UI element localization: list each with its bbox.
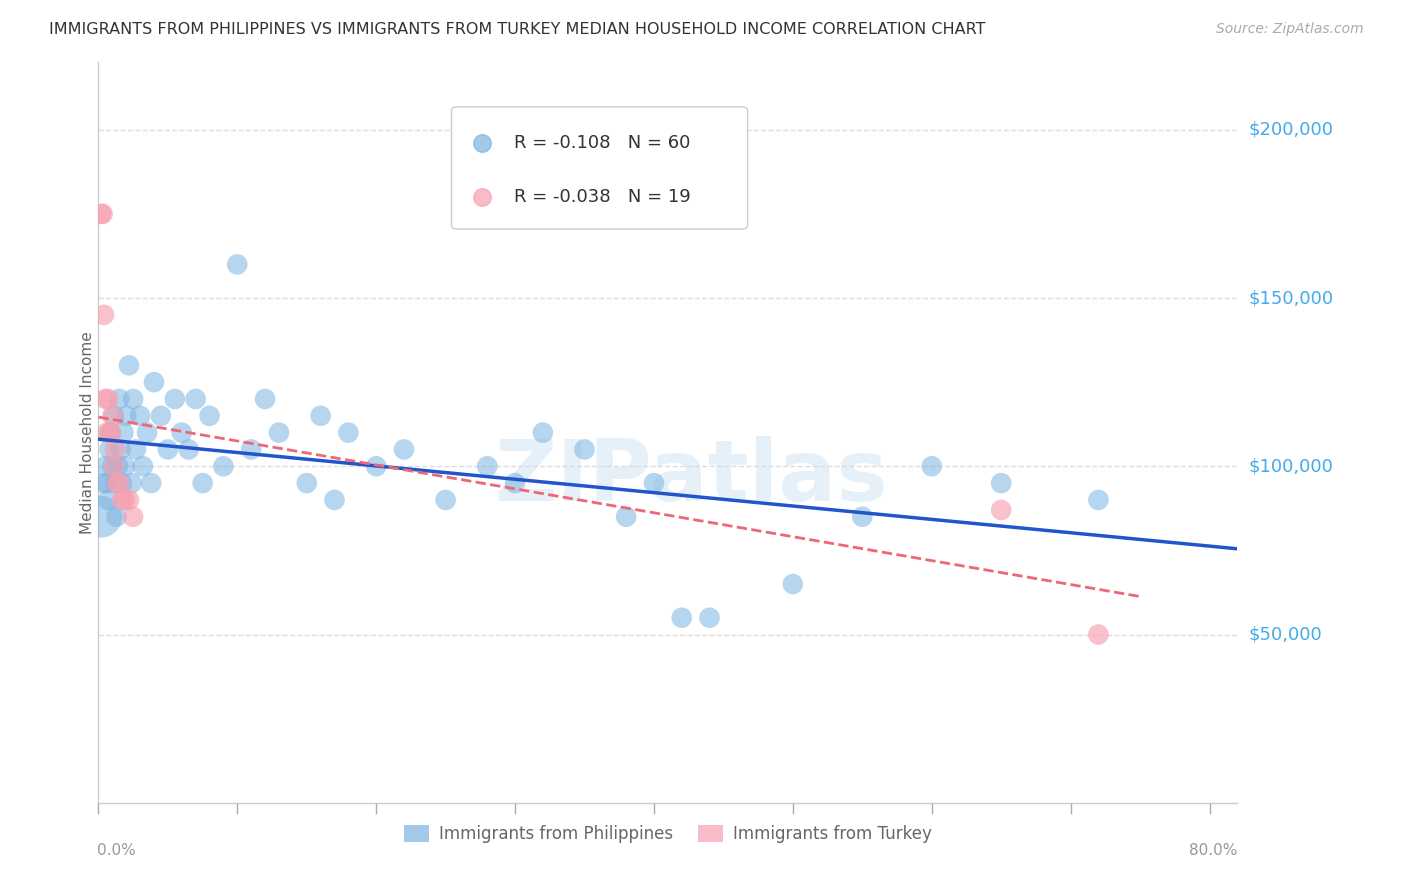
- Point: [111, 492, 134, 507]
- Point: [97, 392, 120, 406]
- Point: [309, 409, 332, 423]
- Text: 80.0%: 80.0%: [1189, 843, 1237, 858]
- Point: [851, 509, 873, 524]
- Text: 0.0%: 0.0%: [97, 843, 136, 858]
- Point: [149, 409, 172, 423]
- Point: [122, 392, 145, 406]
- Point: [104, 442, 127, 457]
- Point: [118, 359, 141, 373]
- Point: [156, 442, 179, 457]
- Point: [94, 459, 117, 474]
- Point: [574, 442, 596, 457]
- Point: [555, 796, 578, 810]
- Point: [434, 492, 457, 507]
- Y-axis label: Median Household Income: Median Household Income: [80, 331, 94, 534]
- Legend: Immigrants from Philippines, Immigrants from Turkey: Immigrants from Philippines, Immigrants …: [396, 819, 939, 850]
- Point: [93, 476, 115, 491]
- Point: [782, 577, 804, 591]
- Point: [107, 459, 129, 474]
- Point: [198, 409, 221, 423]
- Text: R = -0.038   N = 19: R = -0.038 N = 19: [515, 187, 690, 206]
- Text: ZIPatlas: ZIPatlas: [494, 435, 887, 518]
- Point: [90, 509, 112, 524]
- Point: [115, 409, 138, 423]
- Point: [132, 459, 155, 474]
- Point: [531, 425, 554, 440]
- Text: $100,000: $100,000: [1249, 458, 1333, 475]
- Point: [98, 425, 121, 440]
- Point: [104, 476, 127, 491]
- Point: [614, 509, 637, 524]
- Point: [267, 425, 290, 440]
- Text: Source: ZipAtlas.com: Source: ZipAtlas.com: [1216, 22, 1364, 37]
- Point: [921, 459, 943, 474]
- Text: IMMIGRANTS FROM PHILIPPINES VS IMMIGRANTS FROM TURKEY MEDIAN HOUSEHOLD INCOME CO: IMMIGRANTS FROM PHILIPPINES VS IMMIGRANT…: [49, 22, 986, 37]
- Point: [111, 476, 134, 491]
- Point: [114, 459, 136, 474]
- Point: [129, 409, 152, 423]
- Point: [1087, 627, 1109, 641]
- Point: [163, 392, 186, 406]
- Point: [643, 476, 665, 491]
- Point: [990, 503, 1012, 517]
- Point: [1087, 492, 1109, 507]
- Point: [477, 459, 499, 474]
- Point: [96, 425, 118, 440]
- Point: [184, 392, 207, 406]
- Point: [110, 442, 132, 457]
- Point: [101, 409, 124, 423]
- Point: [555, 796, 578, 810]
- Point: [108, 476, 131, 491]
- Point: [212, 459, 235, 474]
- Point: [337, 425, 360, 440]
- Point: [191, 476, 214, 491]
- Point: [392, 442, 415, 457]
- Point: [254, 392, 277, 406]
- Point: [96, 476, 118, 491]
- Text: $150,000: $150,000: [1249, 289, 1333, 307]
- Point: [98, 442, 121, 457]
- Point: [103, 409, 125, 423]
- Point: [105, 509, 128, 524]
- Point: [240, 442, 263, 457]
- Text: $200,000: $200,000: [1249, 120, 1333, 139]
- Point: [100, 425, 122, 440]
- Point: [671, 610, 693, 624]
- FancyBboxPatch shape: [451, 107, 748, 229]
- Point: [323, 492, 346, 507]
- Point: [125, 442, 148, 457]
- Point: [170, 425, 193, 440]
- Point: [90, 207, 112, 221]
- Point: [990, 476, 1012, 491]
- Point: [295, 476, 318, 491]
- Point: [108, 392, 131, 406]
- Point: [101, 459, 124, 474]
- Point: [112, 425, 135, 440]
- Point: [503, 476, 526, 491]
- Point: [93, 308, 115, 322]
- Point: [114, 492, 136, 507]
- Text: R = -0.108   N = 60: R = -0.108 N = 60: [515, 134, 690, 152]
- Point: [122, 509, 145, 524]
- Point: [94, 392, 117, 406]
- Point: [97, 492, 120, 507]
- Point: [226, 257, 249, 271]
- Point: [141, 476, 163, 491]
- Point: [100, 425, 122, 440]
- Point: [91, 207, 114, 221]
- Point: [105, 476, 128, 491]
- Point: [177, 442, 200, 457]
- Point: [366, 459, 388, 474]
- Point: [103, 459, 125, 474]
- Point: [136, 425, 159, 440]
- Point: [143, 375, 166, 389]
- Text: $50,000: $50,000: [1249, 625, 1322, 643]
- Point: [699, 610, 721, 624]
- Point: [121, 476, 143, 491]
- Point: [118, 492, 141, 507]
